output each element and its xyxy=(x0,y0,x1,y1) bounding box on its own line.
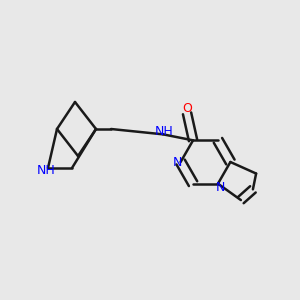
Text: O: O xyxy=(182,102,192,115)
Text: N: N xyxy=(216,181,225,194)
Text: NH: NH xyxy=(37,164,56,178)
Text: NH: NH xyxy=(155,125,174,138)
Text: N: N xyxy=(172,155,182,169)
